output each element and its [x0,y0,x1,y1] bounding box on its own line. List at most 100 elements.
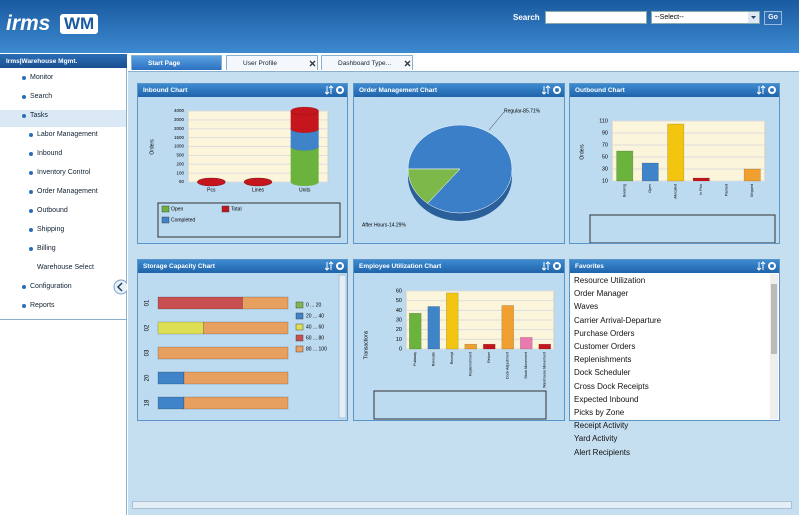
menu-item[interactable]: Reports [30,302,55,309]
bar-segment [203,321,289,335]
menu-item[interactable]: Order Management [37,188,98,195]
settings-icon[interactable] [336,86,344,94]
sort-icon[interactable] [542,261,551,271]
favorite-link[interactable]: Carrier Arrival-Departure [574,315,662,325]
settings-icon[interactable] [553,262,561,270]
leader [488,111,505,131]
menu-item[interactable]: Search [30,93,53,100]
tab-label: Start Page [148,60,181,67]
tab[interactable]: Dashboard Type... [321,55,413,70]
bar [446,292,459,350]
y-tick-label: 0 [399,346,402,352]
collapse-button[interactable] [113,279,127,295]
bar-segment [157,296,243,310]
legend-swatch [221,205,230,213]
favorite-link[interactable]: Cross Dock Receipts [574,381,649,391]
panel-title: Employee Utilization Chart [359,263,442,270]
cylinder [290,146,319,182]
menu-item[interactable]: Warehouse Select [37,264,94,271]
y-tick-label: 50 [396,298,402,304]
sort-icon[interactable] [325,261,334,271]
y-axis-label: Orders [579,144,585,160]
favorite-link[interactable]: Resource Utilization [574,276,646,285]
menu-item[interactable]: Inbound [37,150,63,157]
tab[interactable]: Start Page [131,55,222,70]
favorite-link[interactable]: Yard Activity [574,434,618,444]
bar [641,162,659,182]
chart: 01 02 03 20 18 0 ... 20 20 ... 40 40 ... 60 60 .… [145,274,347,419]
bar [692,177,710,182]
menu-item[interactable]: Outbound [37,207,68,214]
panel-header: Outbound Chart [570,84,779,97]
sort-icon[interactable] [325,85,334,95]
bullet [29,171,33,175]
panel: Favorites Resource Utilization Order Manag… [569,259,780,457]
bar [520,337,533,350]
go-button[interactable]: Go [764,11,782,25]
bar-segment [157,321,204,335]
scroll-thumb[interactable] [771,284,777,354]
menu-item[interactable]: Labor Management [37,131,98,138]
sort-icon[interactable] [757,261,766,271]
y-tick-label: 10 [602,178,608,184]
panel: Employee Utilization Chart 0 10 20 30 40 50 60 T… [353,259,565,421]
sort-icon[interactable] [757,85,766,95]
x-tick-label: Putaway [413,352,417,366]
favorite-link[interactable]: Expected Inbound [574,394,639,404]
select-arrow [748,12,759,23]
panel-title: Storage Capacity Chart [143,263,215,270]
favorite-link[interactable]: Receipt Activity [574,421,629,431]
settings-icon[interactable] [768,262,776,270]
pie-slice [407,168,461,204]
settings-icon[interactable] [768,86,776,94]
logo-badge: WM [60,14,99,34]
favorite-link[interactable]: Purchase Orders [574,328,635,338]
chart: 50 100 200 500 1000 1500 2000 3000 4000 Orders Pcs… [149,106,341,238]
sidebar-title-text: Irms|Warehouse Mgmt. [6,58,78,65]
legend-box [589,214,776,243]
menu-item[interactable]: Inventory Control [37,169,91,176]
x-tick-label: Lines [252,187,264,193]
menu-item[interactable]: Shipping [37,226,65,233]
favorite-link[interactable]: Replenishments [574,355,632,365]
panel-header: Order Management Chart [354,84,564,97]
favorite-link[interactable]: Picks by Zone [574,408,625,418]
legend-label: 0 ... 20 [306,302,322,308]
panel-header: Favorites [570,260,779,273]
cylinder [290,128,319,147]
x-tick-label: Booking [623,184,627,197]
favorite-link[interactable]: Alert Recipients [574,447,631,457]
y-tick-label: 10 [396,337,402,343]
favorite-link[interactable]: Waves [574,302,599,312]
panel-body: Regular-85.71% After Hours-14.29% [354,97,564,243]
panel: Order Management Chart Regular-85.71% Afte… [353,83,565,244]
favorite-link[interactable]: Customer Orders [574,342,636,352]
settings-icon[interactable] [553,86,561,94]
bullet [29,190,33,194]
scrollbar[interactable] [338,274,347,419]
h-scrollbar[interactable] [132,501,792,509]
favorite-link[interactable]: Order Manager [574,289,629,299]
x-tick-label: Receipt [450,352,454,364]
settings-icon[interactable] [336,262,344,270]
tab-close[interactable] [309,60,316,67]
tab-close[interactable] [404,60,411,67]
menu-item[interactable]: Configuration [30,283,72,290]
tab[interactable]: User Profile [226,55,318,70]
menu-item[interactable]: Tasks [30,112,48,119]
menu-item[interactable]: Billing [37,245,56,252]
y-tick-label: 30 [396,317,402,323]
legend-swatch [161,205,170,213]
menu-item[interactable]: Monitor [30,74,54,81]
search-input[interactable] [545,11,647,24]
pie-slice [407,124,513,214]
x-tick-label: Packed [725,184,729,196]
y-tick-label: 02 [145,324,151,331]
tab-label: Dashboard Type... [338,60,391,67]
select[interactable]: --Select-- [651,11,760,24]
favorite-link[interactable]: Dock Scheduler [574,368,631,378]
sort-icon[interactable] [542,85,551,95]
panel-title: Order Management Chart [359,87,438,94]
legend-label: 60 ... 80 [306,335,324,341]
bar-segment [242,296,289,310]
